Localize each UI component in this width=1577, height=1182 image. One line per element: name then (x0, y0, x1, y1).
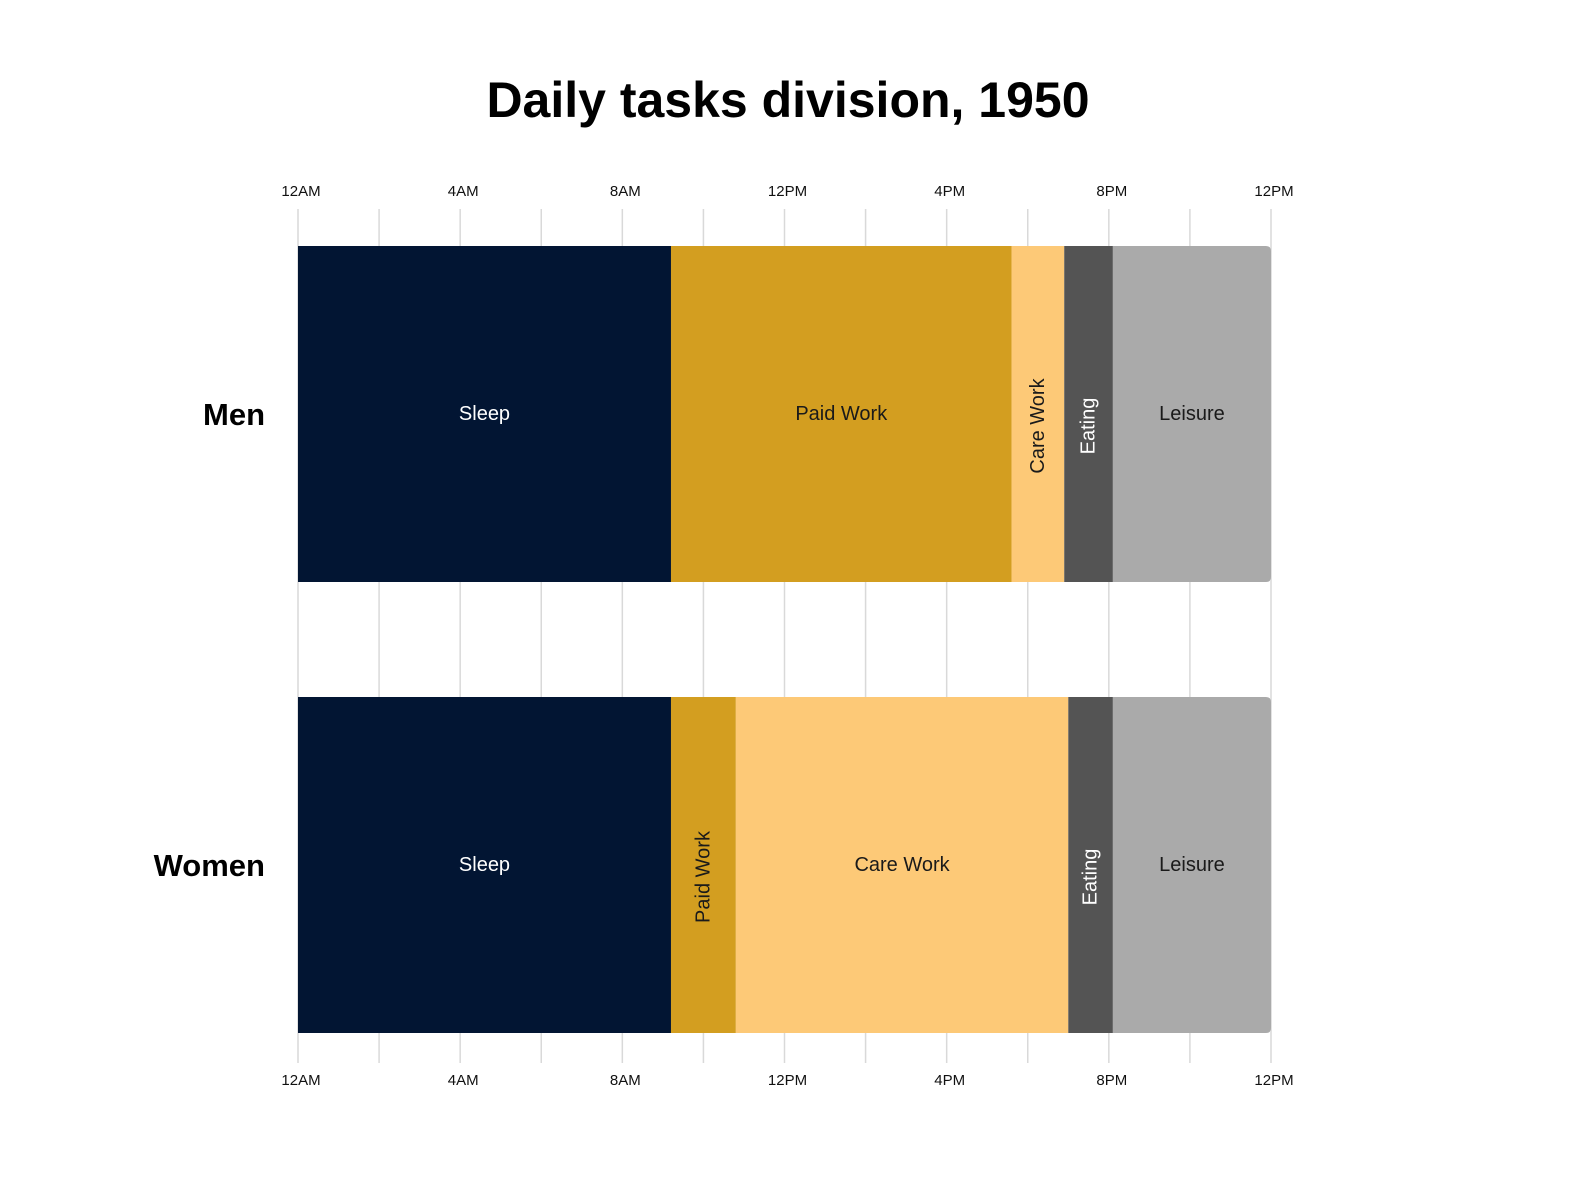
segment-women-care-work (735, 697, 1069, 1033)
top-tick-label-0: 12AM (281, 183, 320, 200)
segment-women-eating (1068, 697, 1113, 1033)
row-label-men: Men (203, 397, 265, 432)
top-tick-label-3: 12PM (768, 183, 807, 200)
top-tick-label-5: 8PM (1096, 183, 1127, 200)
segment-women-leisure (1112, 697, 1271, 1033)
segment-label-men-paid-work: Paid Work (795, 403, 888, 425)
segment-men-paid-work (670, 246, 1012, 582)
bottom-tick-label-6: 12PM (1254, 1072, 1293, 1089)
segment-women-sleep (298, 697, 671, 1033)
chart-title: Daily tasks division, 1950 (486, 72, 1089, 128)
segment-label-men-sleep: Sleep (459, 403, 510, 425)
segment-label-men-leisure: Leisure (1159, 403, 1225, 425)
segment-men-sleep (298, 246, 671, 582)
bottom-tick-label-0: 12AM (281, 1072, 320, 1089)
segment-label-women-sleep: Sleep (459, 854, 510, 876)
segment-men-care-work (1011, 246, 1065, 582)
top-tick-label-2: 8AM (610, 183, 641, 200)
bottom-axis: 12AM 4AM 8AM 12PM 4PM 8PM 12PM (281, 1072, 1293, 1089)
segment-label-women-paid-work: Paid Work (692, 830, 714, 923)
top-tick-label-6: 12PM (1254, 183, 1293, 200)
segment-label-women-care-work: Care Work (854, 854, 950, 876)
segment-label-women-eating: Eating (1080, 849, 1102, 906)
top-axis: 12AM 4AM 8AM 12PM 4PM 8PM 12PM (281, 183, 1293, 200)
row-label-women: Women (154, 848, 265, 883)
bottom-tick-label-3: 12PM (768, 1072, 807, 1089)
segment-label-men-care-work: Care Work (1027, 377, 1049, 473)
bottom-tick-label-2: 8AM (610, 1072, 641, 1089)
segment-label-women-leisure: Leisure (1159, 854, 1225, 876)
segment-label-men-eating: Eating (1078, 398, 1100, 455)
row-men: Men Sleep Paid Work Care Work Eating Leisure (203, 246, 1271, 582)
row-women: Women Sleep Paid Work Care Work Eating Leisur… (154, 697, 1271, 1033)
top-tick-label-4: 4PM (934, 183, 965, 200)
segment-men-eating (1064, 246, 1113, 582)
segment-women-paid-work (670, 697, 736, 1033)
top-tick-label-1: 4AM (448, 183, 479, 200)
bottom-tick-label-5: 8PM (1096, 1072, 1127, 1089)
bottom-tick-label-1: 4AM (448, 1072, 479, 1089)
bottom-tick-label-4: 4PM (934, 1072, 965, 1089)
bar-rows: Men Sleep Paid Work Care Work Eating LeisureW… (154, 246, 1271, 1033)
segment-men-leisure (1112, 246, 1271, 582)
